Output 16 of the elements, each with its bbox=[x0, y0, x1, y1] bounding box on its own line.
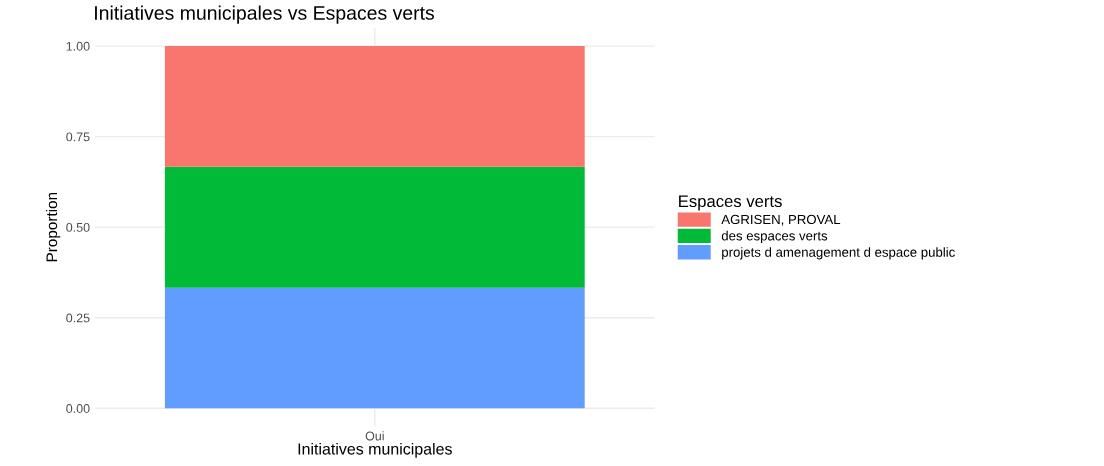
bar bbox=[164, 166, 585, 288]
legend-label: des espaces verts bbox=[721, 230, 828, 244]
y-tick-label: 0.50 bbox=[66, 222, 90, 232]
legend-title: Espaces verts bbox=[679, 195, 782, 211]
y-tick-label: 0.00 bbox=[66, 404, 90, 413]
y-tick-label: 0.75 bbox=[66, 132, 90, 142]
legend-label: AGRISEN, PROVAL bbox=[721, 214, 841, 226]
bar bbox=[164, 46, 585, 167]
x-tick-label: Oui bbox=[365, 431, 384, 441]
legend-label: projets d amenagement d espace public bbox=[722, 247, 955, 260]
y-tick-label: 0.25 bbox=[66, 313, 90, 323]
y-axis-title: Proportion bbox=[45, 192, 61, 262]
chart-title: Initiatives municipales vs Espaces verts bbox=[95, 5, 435, 24]
y-tick-label: 1.00 bbox=[66, 41, 90, 51]
bar bbox=[164, 287, 585, 409]
x-axis-title: Initiatives municipales bbox=[298, 442, 452, 458]
